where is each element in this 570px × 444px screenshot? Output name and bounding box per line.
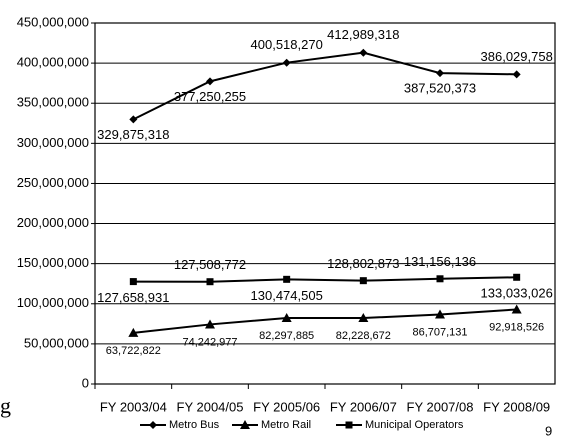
series-line bbox=[132, 51, 517, 121]
y-tick-label: 450,000,000 bbox=[17, 14, 89, 29]
marker bbox=[149, 421, 157, 429]
x-tick-label: FY 2007/08 bbox=[407, 399, 474, 414]
data-label: 131,156,136 bbox=[404, 254, 476, 269]
marker bbox=[240, 420, 250, 429]
marker bbox=[345, 421, 353, 429]
data-label: 127,508,772 bbox=[174, 257, 246, 272]
marker bbox=[205, 319, 215, 329]
data-label: 400,518,270 bbox=[251, 37, 323, 52]
data-label: 127,658,931 bbox=[97, 290, 169, 305]
y-tick-label: 350,000,000 bbox=[17, 95, 89, 110]
data-label: 130,474,505 bbox=[251, 288, 323, 303]
y-tick-label: 0 bbox=[82, 375, 89, 390]
series-line bbox=[133, 276, 517, 283]
marker bbox=[358, 313, 369, 323]
data-label: 82,228,672 bbox=[336, 330, 391, 342]
marker bbox=[436, 275, 444, 283]
x-tick-label: FY 2005/06 bbox=[253, 399, 320, 414]
marker bbox=[128, 327, 139, 337]
marker bbox=[511, 304, 522, 314]
data-label: 386,029,758 bbox=[481, 49, 553, 64]
data-label: 133,033,026 bbox=[481, 286, 553, 301]
marker bbox=[129, 115, 138, 124]
data-label: 329,875,318 bbox=[97, 127, 169, 142]
y-tick-label: 50,000,000 bbox=[24, 335, 89, 350]
marker bbox=[282, 58, 291, 67]
legend-label: Metro Bus bbox=[169, 419, 220, 431]
marker bbox=[512, 70, 521, 79]
marker bbox=[513, 273, 521, 281]
x-tick-label: FY 2004/05 bbox=[177, 399, 244, 414]
marker bbox=[359, 48, 368, 57]
data-label: 86,707,131 bbox=[412, 326, 467, 338]
marker bbox=[206, 77, 214, 86]
y-tick-label: 200,000,000 bbox=[17, 215, 89, 230]
y-tick-label: 300,000,000 bbox=[17, 135, 89, 150]
data-label: 82,297,885 bbox=[259, 330, 314, 342]
data-label: 63,722,822 bbox=[106, 345, 161, 357]
data-label: 92,918,526 bbox=[489, 321, 544, 333]
legend-label: Metro Rail bbox=[261, 419, 311, 431]
marker bbox=[281, 312, 292, 322]
margin-fragment: g bbox=[0, 393, 11, 418]
y-tick-label: 100,000,000 bbox=[17, 295, 89, 310]
data-label: 128,802,873 bbox=[327, 256, 399, 271]
marker bbox=[129, 278, 137, 286]
series-line bbox=[133, 308, 517, 334]
marker bbox=[435, 309, 445, 319]
data-label: 412,989,318 bbox=[327, 27, 399, 42]
x-tick-label: FY 2006/07 bbox=[330, 399, 397, 414]
data-label: 74,242,977 bbox=[182, 336, 237, 348]
marker bbox=[206, 278, 214, 286]
x-tick-label: FY 2003/04 bbox=[100, 399, 167, 414]
marker bbox=[359, 277, 367, 285]
x-tick-label: FY 2008/09 bbox=[483, 399, 550, 414]
data-label: 387,520,373 bbox=[404, 81, 476, 96]
marker bbox=[283, 275, 291, 283]
legend-label: Municipal Operators bbox=[365, 419, 464, 431]
y-tick-label: 250,000,000 bbox=[17, 175, 89, 190]
y-tick-label: 400,000,000 bbox=[17, 55, 89, 70]
data-label: 377,250,255 bbox=[174, 89, 246, 104]
page-number: 9 bbox=[545, 423, 552, 438]
marker bbox=[436, 69, 444, 78]
y-tick-label: 150,000,000 bbox=[17, 255, 89, 270]
